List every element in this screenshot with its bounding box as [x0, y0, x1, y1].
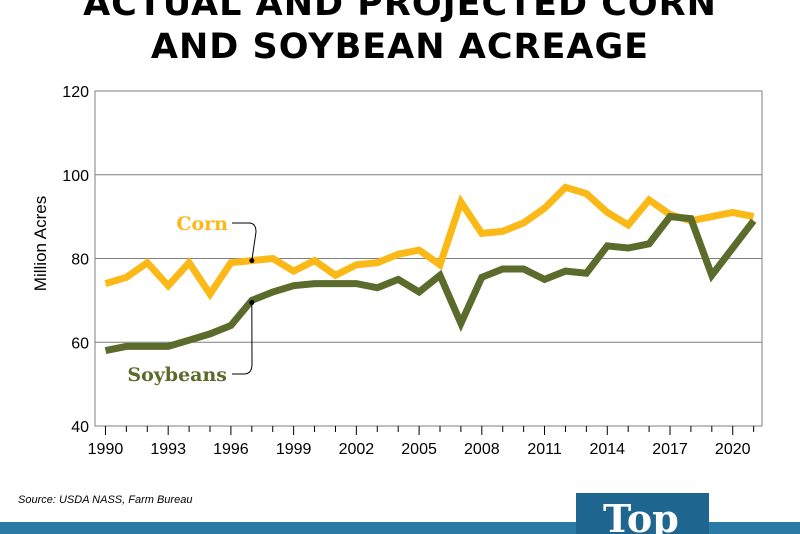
- series-line-corn: [104, 183, 755, 301]
- x-tick-label: 2005: [401, 441, 437, 458]
- x-tick-label: 1990: [88, 441, 124, 458]
- soybeans-label: Soybeans: [127, 364, 227, 386]
- x-tick-label: 1996: [213, 441, 249, 458]
- x-tick-label: 1999: [276, 441, 312, 458]
- corn-leader-dot: [249, 258, 255, 264]
- x-tick-label: 2020: [715, 441, 751, 458]
- y-tick-labels: 40 60 80 100 120: [62, 84, 89, 436]
- logo-text: Top: [603, 496, 679, 534]
- x-tick-label: 2014: [589, 441, 625, 458]
- soybeans-leader-line: [232, 302, 253, 375]
- series-annotations: Corn Soybeans: [127, 213, 257, 386]
- y-tick-label: 40: [71, 419, 89, 436]
- x-tick-label: 2008: [464, 441, 500, 458]
- y-tick-label: 120: [62, 84, 89, 101]
- chart-title-line-2: AND SOYBEAN ACREAGE: [150, 27, 650, 67]
- series-lines: [104, 183, 757, 355]
- corn-leader-line: [232, 222, 257, 261]
- axis-ticks: [104, 426, 755, 435]
- x-tick-label: 2011: [527, 441, 562, 458]
- y-tick-label: 100: [62, 168, 89, 185]
- x-tick-labels: 1990 1993 1996 1999 2002 2005 2008 2011 2014 2017…: [88, 441, 751, 458]
- corn-label: Corn: [176, 213, 228, 235]
- y-tick-label: 60: [71, 335, 89, 352]
- source-note: Source: USDA NASS, Farm Bureau: [18, 494, 193, 506]
- x-tick-label: 2017: [652, 441, 688, 458]
- chart-title-line-1: ACTUAL AND PROJECTED CORN: [83, 0, 717, 24]
- logo: Top: [576, 493, 709, 534]
- plot-frame: [94, 90, 763, 427]
- series-line-soybeans: [104, 212, 757, 355]
- y-axis-label: Million Acres: [31, 196, 50, 291]
- soybeans-leader-dot: [249, 299, 255, 305]
- x-tick-label: 2002: [339, 441, 375, 458]
- x-tick-label: 1993: [150, 441, 186, 458]
- y-tick-label: 80: [71, 252, 89, 269]
